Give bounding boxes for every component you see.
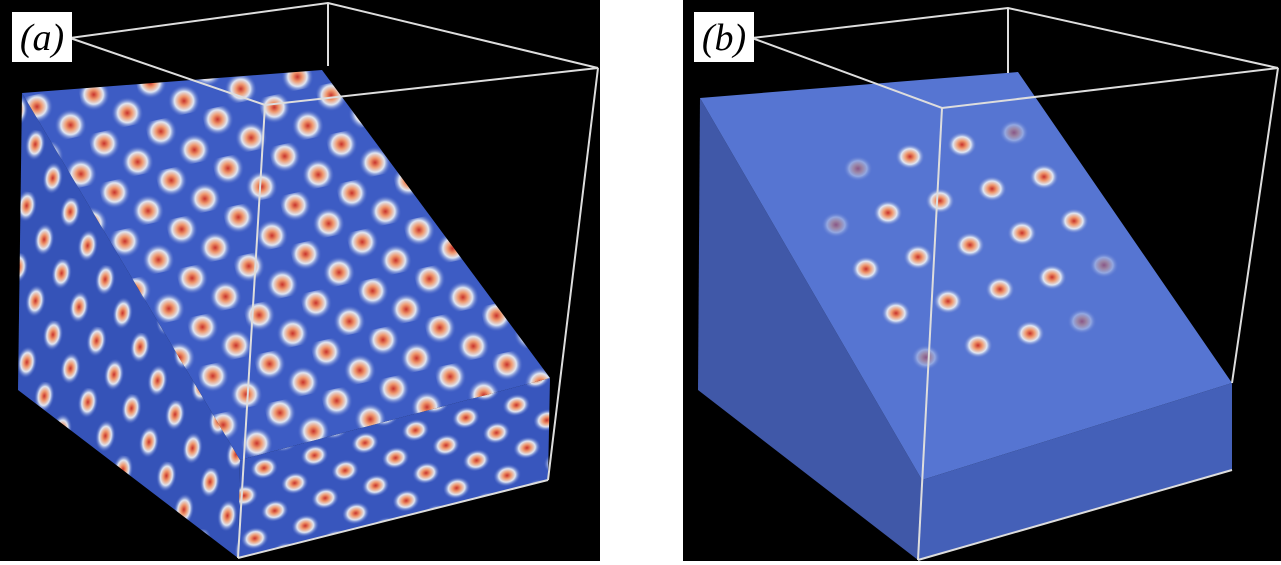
density-peak	[1037, 264, 1067, 291]
top-face	[700, 72, 1232, 480]
panel-label: (b)	[702, 17, 746, 59]
density-peak	[903, 244, 933, 270]
density-peak	[933, 288, 963, 315]
density-peak	[851, 256, 881, 282]
label-box	[694, 12, 754, 62]
density-peak	[1029, 163, 1059, 190]
side-face	[18, 93, 240, 558]
density-peak	[985, 276, 1015, 303]
density-peak	[895, 143, 925, 170]
density-peak	[1067, 308, 1097, 335]
density-peak	[1089, 252, 1119, 279]
density-peak	[821, 211, 851, 238]
density-peak	[947, 131, 977, 158]
density-peak	[925, 187, 955, 214]
density-peak	[1059, 208, 1089, 234]
bounding-box	[69, 1, 599, 559]
dot-cluster	[821, 119, 1119, 371]
density-peak	[881, 300, 911, 327]
density-peak	[873, 199, 903, 226]
density-peak	[1007, 220, 1037, 246]
top-face	[22, 70, 550, 460]
panel-label: (a)	[20, 17, 64, 59]
density-peak	[1015, 320, 1045, 347]
density-peak	[955, 232, 985, 258]
density-peak	[911, 344, 941, 371]
bounding-box	[751, 6, 1279, 561]
density-peak	[843, 155, 873, 182]
density-peak	[977, 175, 1007, 202]
front-face	[918, 383, 1232, 560]
label-box	[12, 12, 72, 62]
side-face	[698, 98, 922, 560]
front-face	[238, 378, 550, 558]
density-peak	[963, 332, 993, 359]
density-peak	[999, 119, 1029, 146]
